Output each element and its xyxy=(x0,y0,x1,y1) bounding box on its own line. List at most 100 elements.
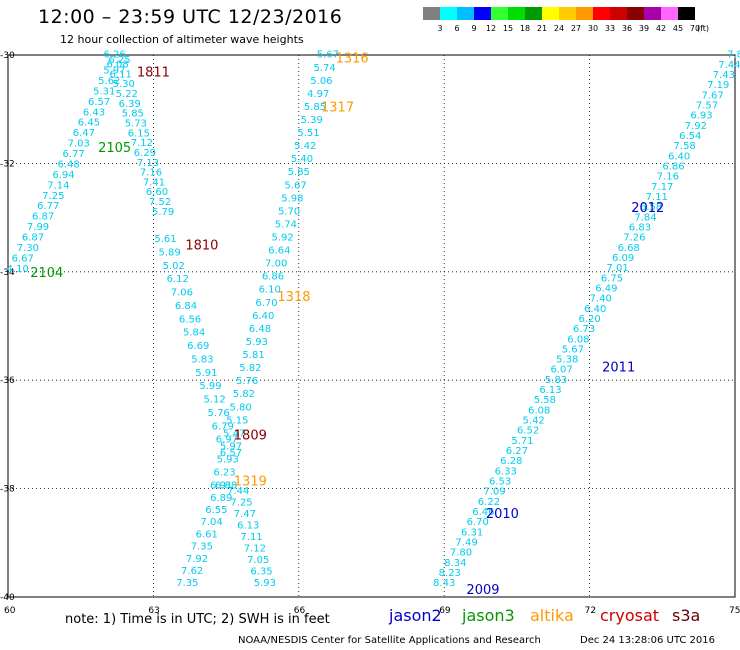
swh-value: 7.17 xyxy=(651,182,673,193)
swh-value: 5.31 xyxy=(93,86,115,97)
x-tick-label: 69 xyxy=(439,606,451,616)
swh-value: 6.25 xyxy=(108,55,130,66)
swh-value: 5.02 xyxy=(163,261,185,272)
swh-value: 6.11 xyxy=(110,69,132,80)
swh-value: 5.40 xyxy=(291,154,313,165)
swh-value: 5.62 xyxy=(98,76,120,87)
pass-label: 1316 xyxy=(336,52,369,67)
swh-value: 5.67 xyxy=(317,50,339,61)
swh-value: 5.51 xyxy=(297,128,319,139)
swh-value: 7.40 xyxy=(590,294,612,305)
swh-value: 6.20 xyxy=(578,314,600,325)
swh-value: 6.88 xyxy=(215,481,237,492)
swh-value: 6.08 xyxy=(567,334,589,345)
swh-value: 5.93 xyxy=(254,578,276,589)
color-scale-swatch xyxy=(576,7,593,20)
swh-value: 6.48 xyxy=(249,324,271,335)
swh-value: 6.70 xyxy=(467,517,489,528)
color-scale-label: 70 xyxy=(689,24,701,33)
swh-value: 7.11 xyxy=(240,532,262,543)
swh-value: 6.40 xyxy=(668,151,690,162)
pass-label: 1811 xyxy=(137,65,170,80)
swh-value: 5.42 xyxy=(523,416,545,427)
y-tick-label: -36 xyxy=(0,376,15,386)
swh-value: 6.39 xyxy=(119,99,141,110)
color-scale-label: 9 xyxy=(471,24,477,33)
swh-value: 6.08 xyxy=(107,60,129,71)
swh-value: 7.92 xyxy=(685,121,707,132)
swh-value: 6.53 xyxy=(489,477,511,488)
legend-jason3: jason3 xyxy=(462,606,515,625)
x-tick-label: 75 xyxy=(729,606,740,616)
swh-value: 5.06 xyxy=(310,76,332,87)
swh-value: 5.74 xyxy=(275,219,297,230)
footer-organization: NOAA/NESDIS Center for Satellite Applica… xyxy=(238,635,541,646)
swh-value: 7.84 xyxy=(634,212,656,223)
swh-value: 5.61 xyxy=(154,234,176,245)
swh-value: 6.23 xyxy=(213,468,235,479)
pass-label: 2012 xyxy=(631,201,664,216)
legend-cryosat: cryosat xyxy=(600,606,660,625)
swh-value: 7.16 xyxy=(140,168,162,179)
y-tick-label: -40 xyxy=(0,593,15,603)
pass-label: 2105 xyxy=(98,141,131,156)
swh-value: 6.13 xyxy=(237,521,259,532)
color-scale-label: 42 xyxy=(655,24,667,33)
color-scale-unit: (ft) xyxy=(696,24,710,33)
swh-value: 6.45 xyxy=(78,118,100,129)
swh-value: 5.85 xyxy=(288,167,310,178)
swh-value: 7.99 xyxy=(27,222,49,233)
swh-value: 5.89 xyxy=(158,247,180,258)
swh-value: 6.73 xyxy=(573,324,595,335)
swh-value: 7.35 xyxy=(191,542,213,553)
swh-value: 6.87 xyxy=(32,212,54,223)
swh-value: 6.54 xyxy=(679,131,701,142)
swh-value: 6.77 xyxy=(37,201,59,212)
swh-value: 7.57 xyxy=(696,101,718,112)
swh-value: 6.83 xyxy=(629,222,651,233)
color-scale-swatch xyxy=(678,7,695,20)
swh-value: 6.40 xyxy=(584,304,606,315)
swh-value: 7.43 xyxy=(713,70,735,81)
swh-value: 7.09 xyxy=(483,487,505,498)
swh-value: 6.27 xyxy=(506,446,528,457)
color-scale-label: 21 xyxy=(536,24,548,33)
swh-value: 5.97 xyxy=(220,441,242,452)
swh-value: 7.41 xyxy=(143,177,165,188)
swh-value: 5.71 xyxy=(511,436,533,447)
color-scale-label: 3 xyxy=(437,24,443,33)
color-scale-swatch xyxy=(661,7,678,20)
legend-s3a: s3a xyxy=(672,606,701,625)
color-scale-swatch xyxy=(627,7,644,20)
swh-value: 7.06 xyxy=(171,288,193,299)
legend-altika: altika xyxy=(530,606,574,625)
swh-value: 6.47 xyxy=(73,128,95,139)
color-scale-swatch xyxy=(542,7,559,20)
swh-value: 6.35 xyxy=(250,567,272,578)
swh-value: 5.30 xyxy=(113,79,135,90)
color-scale-swatch xyxy=(559,7,576,20)
swh-value: 6.57 xyxy=(88,97,110,108)
swh-value: 7.12 xyxy=(131,138,153,149)
swh-value: 8.43 xyxy=(433,578,455,589)
swh-value: 7.19 xyxy=(707,80,729,91)
y-tick-label: -34 xyxy=(0,268,15,278)
swh-value: 6.08 xyxy=(528,405,550,416)
swh-value: 7.44 xyxy=(718,60,740,71)
pass-label: 1317 xyxy=(321,100,354,115)
swh-value: 5.82 xyxy=(233,389,255,400)
swh-value: 7.92 xyxy=(186,554,208,565)
x-tick-label: 60 xyxy=(4,606,16,616)
swh-value: 6.07 xyxy=(551,365,573,376)
color-scale-swatch xyxy=(423,7,440,20)
pass-label: 1318 xyxy=(277,290,310,305)
swh-value: 7.05 xyxy=(247,555,269,566)
color-scale-label: 27 xyxy=(570,24,582,33)
swh-value: 7.04 xyxy=(200,517,222,528)
color-scale-swatch xyxy=(525,7,542,20)
swh-value: 5.80 xyxy=(230,402,252,413)
legend-jason2: jason2 xyxy=(389,606,442,625)
swh-value: 5.97 xyxy=(103,66,125,77)
swh-value: 6.13 xyxy=(539,385,561,396)
